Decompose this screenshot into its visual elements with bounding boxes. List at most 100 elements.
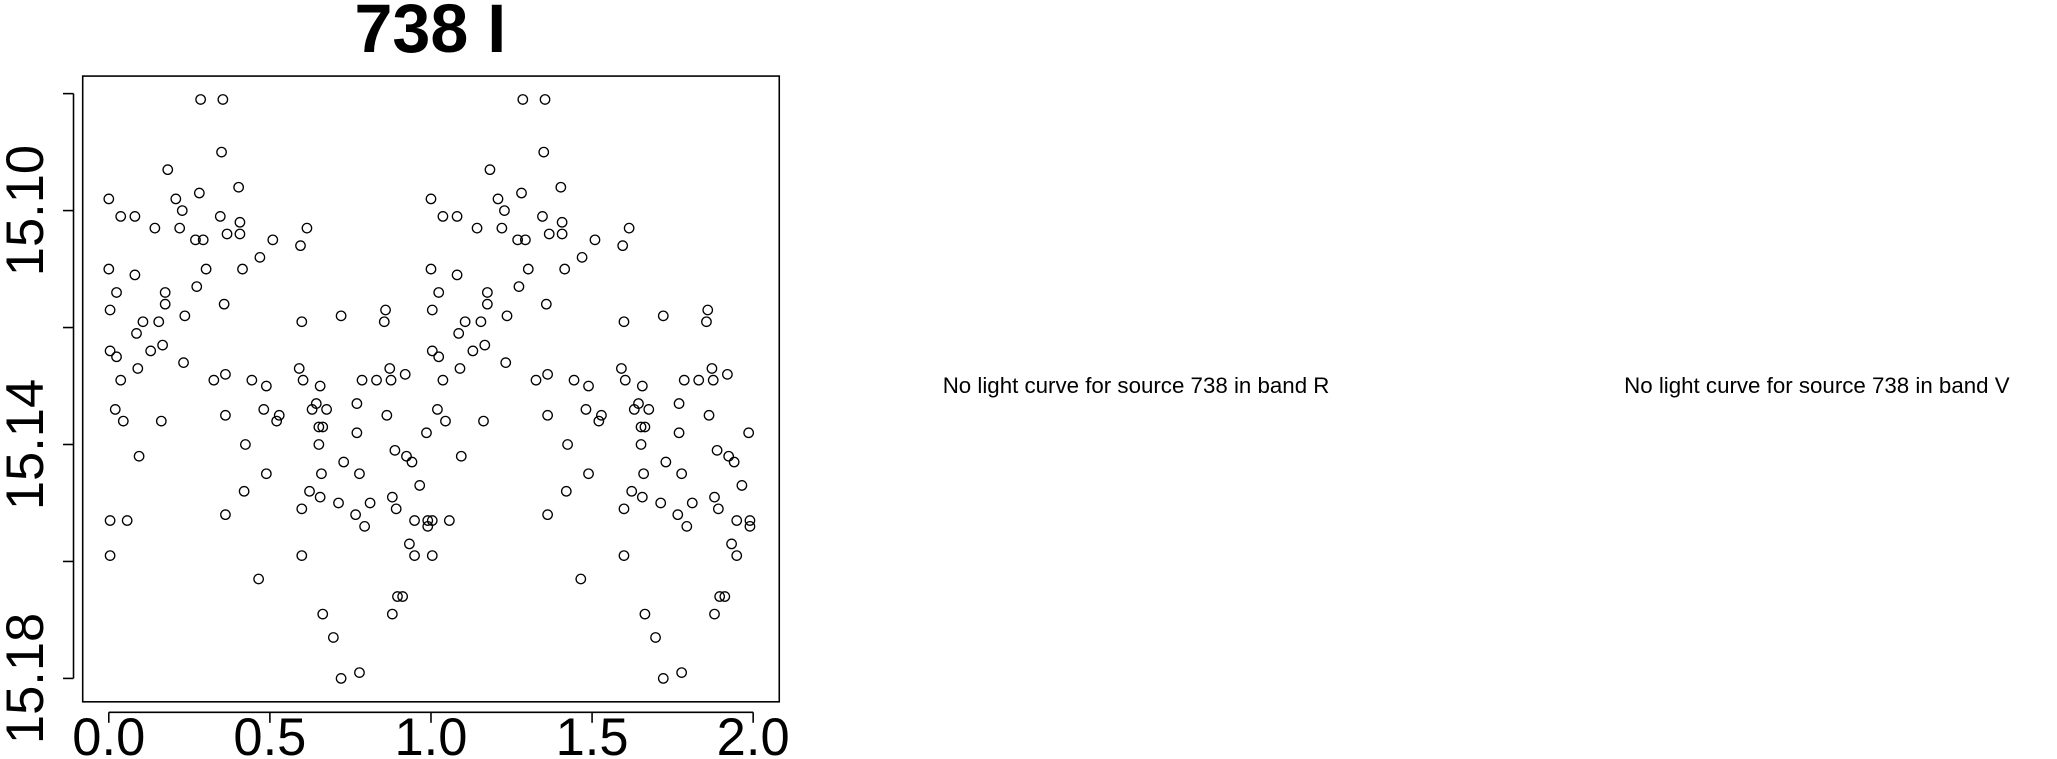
data-point [385, 374, 397, 386]
y-tick-label: 15.10 [0, 145, 55, 276]
data-point [335, 310, 347, 322]
data-point [234, 216, 246, 228]
data-point [711, 444, 723, 456]
data-point [596, 409, 607, 421]
data-point [129, 269, 141, 281]
data-point [214, 211, 226, 222]
data-point [451, 269, 463, 281]
data-point [295, 240, 306, 252]
data-point [220, 368, 231, 380]
data-point [104, 345, 116, 357]
data-point [233, 181, 245, 193]
data-point [426, 304, 438, 316]
data-point [195, 94, 206, 105]
data-point [618, 316, 630, 328]
data-point [104, 550, 116, 561]
data-point [580, 404, 592, 415]
data-point [451, 211, 463, 222]
data-point [404, 538, 415, 550]
data-point [709, 608, 720, 620]
data-point [593, 415, 605, 427]
data-point [145, 345, 157, 357]
data-point [350, 509, 361, 521]
data-point [657, 310, 669, 322]
data-point [655, 497, 667, 509]
data-point [432, 404, 443, 415]
data-point [693, 374, 705, 386]
data-point [117, 415, 129, 427]
data-point [522, 263, 534, 275]
data-point [316, 468, 327, 480]
data-point [149, 222, 161, 234]
data-point [111, 351, 122, 363]
data-point [517, 94, 529, 105]
data-point [354, 468, 365, 480]
data-point [425, 263, 437, 275]
data-point [618, 550, 630, 561]
data-point [635, 439, 647, 450]
data-point [313, 439, 325, 450]
data-point [562, 439, 573, 450]
message: No light curve for source 738 in band V [1624, 373, 2010, 398]
data-point [636, 491, 648, 503]
data-point [681, 520, 693, 532]
data-point [555, 181, 567, 193]
data-point [190, 234, 201, 246]
data-point [216, 146, 227, 158]
data-point [512, 234, 524, 246]
data-point [109, 404, 121, 415]
data-point [137, 316, 149, 328]
data-point [237, 263, 248, 275]
data-point [520, 234, 531, 246]
data-point [437, 211, 449, 222]
data-point [422, 515, 434, 526]
data-point [479, 339, 491, 351]
data-point [131, 328, 142, 339]
data-point [157, 339, 168, 351]
data-point [455, 450, 467, 462]
data-point [660, 456, 672, 468]
data-point [707, 374, 719, 386]
data-point [271, 415, 283, 427]
data-point [371, 374, 382, 386]
data-point [589, 234, 601, 246]
data-point [576, 251, 588, 263]
data-point [178, 357, 189, 369]
data-point [619, 374, 631, 386]
data-point [709, 491, 720, 503]
data-point [706, 363, 718, 374]
data-point [179, 310, 191, 322]
data-point [492, 193, 504, 205]
data-point [338, 456, 350, 468]
data-point [317, 608, 329, 620]
data-point [301, 222, 313, 234]
data-point [174, 222, 186, 234]
data-point [556, 216, 568, 228]
data-point [327, 632, 339, 643]
data-point [351, 398, 363, 409]
data-point [701, 316, 712, 328]
data-point [650, 632, 661, 643]
data-point [313, 421, 325, 433]
data-point [673, 427, 685, 439]
data-point [426, 550, 438, 561]
data-point [712, 503, 724, 515]
data-point [296, 503, 308, 515]
data-point [496, 222, 508, 234]
data-point [314, 380, 326, 392]
data-point [635, 421, 647, 433]
data-point [744, 520, 756, 532]
data-point [121, 515, 133, 526]
data-point [723, 450, 735, 462]
data-point [389, 444, 401, 456]
data-point [234, 228, 246, 240]
data-point [722, 368, 733, 380]
data-point [364, 497, 376, 509]
data-point [736, 480, 748, 491]
data-point [657, 673, 669, 684]
data-point [426, 345, 438, 357]
data-point [354, 667, 365, 678]
data-point [133, 450, 145, 462]
x-tick-label: 0.0 [72, 709, 145, 759]
